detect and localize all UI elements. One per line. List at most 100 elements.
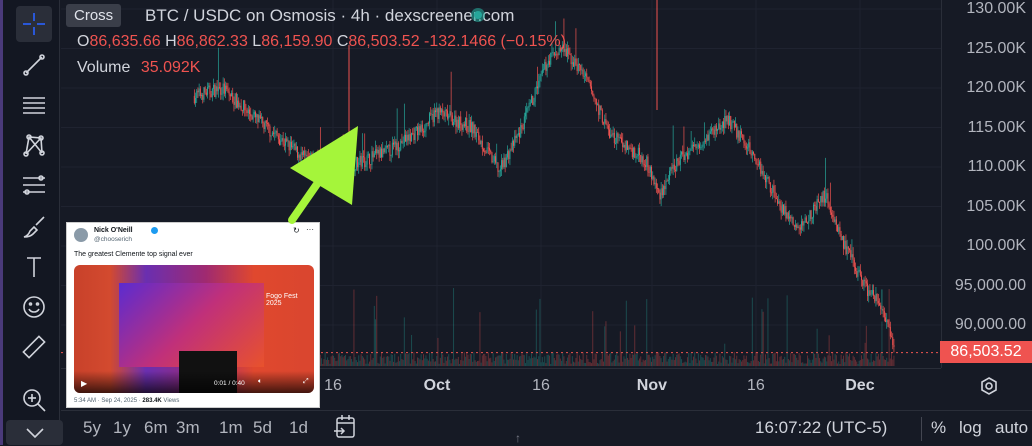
candle-body bbox=[342, 160, 344, 164]
candle-body bbox=[556, 54, 558, 56]
auto-toggle[interactable]: auto bbox=[995, 418, 1029, 437]
volume-bar bbox=[694, 352, 696, 366]
volume-label: Volume bbox=[77, 59, 131, 76]
candle-body bbox=[373, 153, 375, 158]
volume-bar bbox=[603, 361, 605, 366]
candle-body bbox=[594, 98, 596, 100]
volume-bar bbox=[871, 361, 873, 366]
candle-body bbox=[390, 155, 392, 157]
candle-body bbox=[615, 143, 617, 144]
candle-body bbox=[419, 126, 421, 132]
time-axis[interactable]: 16 Oct 16 Nov 16 Dec bbox=[61, 368, 997, 408]
volume-bar bbox=[759, 361, 761, 366]
tool-trend-line[interactable] bbox=[16, 47, 52, 83]
timeframe-6m[interactable]: 6m bbox=[144, 418, 168, 437]
volume-bar bbox=[507, 359, 509, 366]
candle-body bbox=[393, 142, 395, 145]
candle-body bbox=[749, 142, 751, 154]
candle-body bbox=[535, 86, 537, 89]
volume-bar bbox=[634, 325, 636, 366]
candle-body bbox=[361, 156, 363, 167]
price-chart[interactable] bbox=[61, 0, 941, 368]
more-icon[interactable]: ··· bbox=[306, 225, 314, 234]
volume-bar bbox=[863, 352, 865, 366]
ohlc-values: O86,635.66 H86,862.33 L86,159.90 C86,503… bbox=[77, 33, 566, 51]
volume-bar bbox=[510, 352, 512, 366]
volume-bar bbox=[672, 353, 674, 366]
candle-body bbox=[313, 156, 315, 164]
volume-bar bbox=[847, 356, 849, 366]
candle-body bbox=[702, 141, 704, 147]
volume-bar bbox=[366, 355, 368, 366]
candle-body bbox=[876, 293, 878, 301]
date-range-icon[interactable] bbox=[333, 414, 357, 445]
volume-bar bbox=[340, 356, 342, 366]
volume-bar bbox=[444, 356, 446, 366]
timeframe-5d[interactable]: 5d bbox=[253, 418, 272, 437]
tool-horizontal-lines[interactable] bbox=[16, 87, 52, 123]
volume-icon[interactable]: 🔈︎ bbox=[258, 378, 263, 385]
timeframe-1d[interactable]: 1d bbox=[289, 418, 308, 437]
log-toggle[interactable]: log bbox=[959, 418, 982, 437]
tool-fib-retracement[interactable] bbox=[16, 167, 52, 203]
candle-body bbox=[466, 117, 468, 132]
candle-body bbox=[673, 164, 675, 170]
candle-body bbox=[633, 147, 635, 158]
candle-body bbox=[365, 164, 367, 168]
volume-bar bbox=[743, 355, 745, 366]
volume-bar bbox=[661, 362, 663, 366]
tool-text[interactable] bbox=[16, 249, 52, 285]
candle-body bbox=[641, 156, 643, 163]
candle-body bbox=[271, 132, 273, 136]
volume-bar bbox=[533, 356, 535, 366]
candle-body bbox=[857, 271, 859, 277]
candle-body bbox=[276, 130, 278, 136]
timeframe-1m[interactable]: 1m bbox=[219, 418, 243, 437]
play-icon[interactable]: ▶ bbox=[81, 379, 88, 388]
tweet-video[interactable]: Fogo Fest 2025 ▶ 0:01 / 0:40 🔈︎ ⤢ bbox=[74, 265, 314, 393]
candle-body bbox=[280, 140, 282, 146]
candle-body bbox=[586, 73, 588, 78]
tool-emoji[interactable] bbox=[16, 289, 52, 325]
tool-chevron-down[interactable] bbox=[6, 420, 63, 445]
volume-bar bbox=[477, 361, 479, 366]
tool-zoom-in[interactable] bbox=[16, 382, 52, 418]
volume-bar bbox=[425, 355, 427, 366]
tool-pitchfork[interactable] bbox=[16, 127, 52, 163]
volume-bar bbox=[577, 361, 579, 366]
fullscreen-icon[interactable]: ⤢ bbox=[303, 378, 309, 385]
candle-body bbox=[397, 142, 399, 152]
candle-body bbox=[343, 163, 345, 174]
percent-toggle[interactable]: % bbox=[931, 418, 947, 437]
tool-brush[interactable] bbox=[16, 209, 52, 245]
gear-icon[interactable] bbox=[979, 376, 999, 396]
volume-bar bbox=[337, 353, 339, 366]
volume-bar bbox=[457, 356, 459, 366]
tweet-author[interactable]: Nick O'Neill bbox=[94, 227, 133, 234]
tweet-handle[interactable]: @chooserich bbox=[94, 236, 133, 243]
timeframe-1y[interactable]: 1y bbox=[113, 418, 131, 437]
volume-bar bbox=[589, 362, 591, 366]
candle-body bbox=[310, 153, 312, 159]
volume-bar bbox=[460, 360, 462, 366]
clock[interactable]: 16:07:22 (UTC-5) bbox=[755, 418, 888, 437]
volume-bar bbox=[451, 358, 453, 366]
price-axis[interactable]: 130.00K 125.00K 120.00K 115.00K 110.00K 105.0… bbox=[941, 0, 1032, 368]
candle-body bbox=[828, 203, 830, 207]
volume-bar bbox=[810, 362, 812, 366]
arrow-up-icon[interactable]: ↑ bbox=[515, 431, 521, 445]
tweet-embed[interactable]: Nick O'Neill @chooserich ↻ ··· The great… bbox=[66, 222, 320, 408]
volume-bar bbox=[691, 360, 693, 366]
tool-ruler[interactable] bbox=[16, 329, 52, 365]
candle-body bbox=[583, 76, 585, 77]
candle-body bbox=[741, 131, 743, 135]
candles-canvas[interactable] bbox=[61, 0, 941, 368]
timeframe-3m[interactable]: 3m bbox=[176, 418, 200, 437]
candle-body bbox=[569, 53, 571, 55]
grok-icon[interactable]: ↻ bbox=[293, 226, 300, 235]
candle-body bbox=[300, 152, 302, 161]
timeframe-5y[interactable]: 5y bbox=[83, 418, 101, 437]
volume-bar bbox=[409, 363, 411, 366]
volume-bar bbox=[690, 352, 692, 366]
tool-crosshair[interactable] bbox=[16, 6, 52, 42]
